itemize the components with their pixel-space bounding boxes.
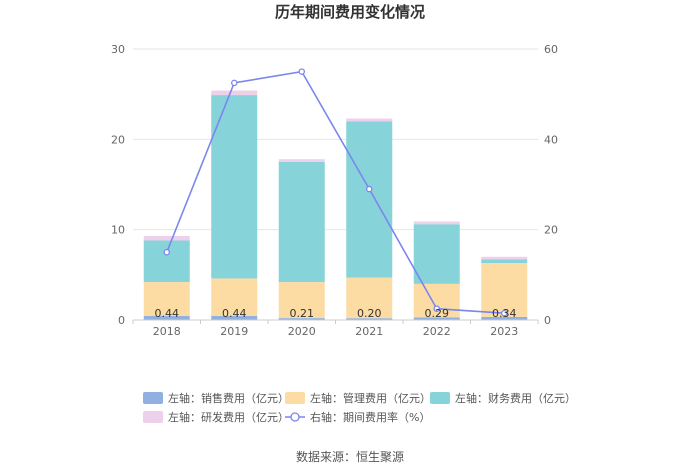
rate-line-path: [166, 70, 505, 315]
bar-segment: [481, 316, 528, 320]
legend-label: 左轴：研发费用（亿元）: [168, 410, 289, 424]
bar-segment: [143, 316, 190, 320]
bar-segment: [211, 95, 258, 279]
rate-line-point: [365, 185, 373, 193]
bar-segment: [413, 224, 460, 284]
y-left-tick-label: 10: [111, 224, 125, 237]
bar-segment: [143, 282, 190, 317]
bar-segment: [143, 240, 190, 283]
bar-segment: [481, 263, 528, 317]
bar-segment: [481, 259, 528, 264]
rate-line: [163, 68, 508, 317]
bar-segment: [346, 118, 393, 122]
data-label: 0.34: [492, 307, 517, 320]
y-right-tick-label: 60: [544, 43, 558, 56]
x-tick-label: 2023: [490, 325, 518, 338]
grid-lines: [133, 48, 538, 231]
rate-line-point: [298, 68, 305, 75]
legend-line-marker: [290, 412, 300, 422]
rate-line-point: [433, 305, 440, 312]
bar-stacks: [143, 90, 528, 320]
rate-line-point: [500, 309, 508, 317]
x-tick-label: 2022: [423, 325, 451, 338]
legend-swatch: [430, 392, 450, 404]
x-tick-label: 2020: [288, 325, 316, 338]
bar-segment: [413, 317, 460, 320]
chart-title: 历年期间费用变化情况: [275, 3, 425, 21]
x-tick-label: 2021: [355, 325, 383, 338]
bar-segment: [278, 161, 325, 283]
data-label: 0.20: [357, 307, 382, 320]
legend-label: 左轴：管理费用（亿元）: [310, 391, 431, 405]
data-label: 0.44: [155, 307, 180, 320]
legend-swatch: [143, 411, 163, 423]
data-labels: 0.44 0.44 0.21 0.20 0.29 0.34: [155, 307, 517, 320]
data-label: 0.29: [425, 307, 450, 320]
y-left-tick-label: 20: [111, 133, 125, 146]
x-tick-label: 2018: [153, 325, 181, 338]
source-note: 数据来源：恒生聚源: [296, 449, 404, 464]
y-left-tick-label: 0: [118, 314, 125, 327]
bar-segment: [143, 235, 190, 241]
data-label: 0.21: [290, 307, 315, 320]
bar-segment: [278, 318, 325, 320]
bar-segment: [481, 256, 528, 260]
bar-segment: [211, 90, 258, 96]
y-right-tick-label: 0: [544, 314, 551, 327]
legend-label: 左轴：财务费用（亿元）: [455, 391, 576, 405]
legend: 左轴：销售费用（亿元） 左轴：管理费用（亿元） 左轴：财务费用（亿元） 左轴：研发费用…: [143, 391, 576, 424]
bar-segment: [278, 159, 325, 162]
legend-swatch: [285, 392, 305, 404]
bar-segment: [211, 316, 258, 320]
y-right-tick-label: 20: [544, 224, 558, 237]
y-left-tick-label: 30: [111, 43, 125, 56]
axes: 0 10 20 30 0 20 40 60 2018 2019 2020 2021 2022 2023: [111, 43, 558, 338]
bar-segment: [346, 277, 393, 319]
bar-segment: [211, 278, 258, 317]
bar-segment: [278, 282, 325, 319]
bar-segment: [346, 318, 393, 320]
y-right-tick-label: 40: [544, 133, 558, 146]
legend-label: 右轴：期间费用率（%）: [310, 410, 430, 424]
x-tick-label: 2019: [220, 325, 248, 338]
rate-line-point: [163, 248, 170, 256]
rate-line-point: [230, 79, 238, 87]
bar-segment: [413, 221, 460, 225]
bar-segment: [346, 121, 393, 278]
legend-swatch: [143, 392, 163, 404]
legend-label: 左轴：销售费用（亿元）: [168, 391, 289, 405]
data-label: 0.44: [222, 307, 247, 320]
